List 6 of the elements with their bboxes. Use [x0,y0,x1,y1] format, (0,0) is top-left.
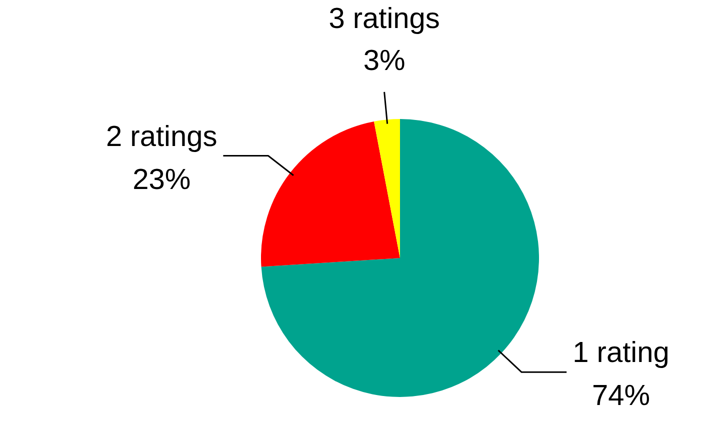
data-label: 74% [592,380,650,412]
data-label: 3% [363,44,406,77]
slice-label: 2 ratings [106,120,218,153]
data-label: 23% [132,164,191,196]
slice-label: 1 rating [572,337,670,370]
slice-label: 3 ratings [328,2,440,35]
